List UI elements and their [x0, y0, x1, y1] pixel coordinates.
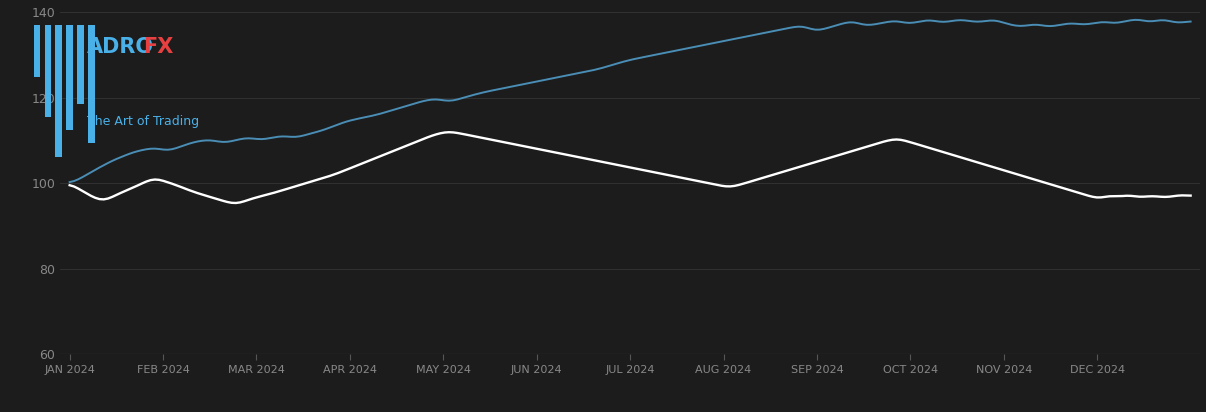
Bar — [88, 25, 94, 143]
Text: FX: FX — [144, 37, 174, 57]
Text: The Art of Trading: The Art of Trading — [87, 115, 199, 129]
Bar — [55, 25, 62, 157]
Bar — [34, 25, 40, 77]
Bar — [77, 25, 83, 104]
Bar — [66, 25, 72, 130]
Text: ADRO: ADRO — [87, 37, 154, 57]
Bar — [45, 25, 51, 117]
